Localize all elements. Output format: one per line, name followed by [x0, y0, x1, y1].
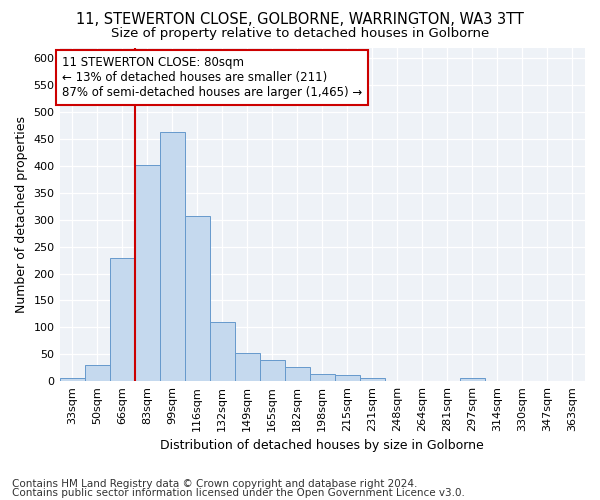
- Bar: [310, 374, 335, 381]
- Text: 11 STEWERTON CLOSE: 80sqm
← 13% of detached houses are smaller (211)
87% of semi: 11 STEWERTON CLOSE: 80sqm ← 13% of detac…: [62, 56, 362, 99]
- Bar: [360, 378, 385, 381]
- Bar: [260, 360, 285, 381]
- Text: Size of property relative to detached houses in Golborne: Size of property relative to detached ho…: [111, 28, 489, 40]
- Text: Contains HM Land Registry data © Crown copyright and database right 2024.: Contains HM Land Registry data © Crown c…: [12, 479, 418, 489]
- Bar: [134, 165, 160, 381]
- Bar: [285, 367, 310, 381]
- Text: 11, STEWERTON CLOSE, GOLBORNE, WARRINGTON, WA3 3TT: 11, STEWERTON CLOSE, GOLBORNE, WARRINGTO…: [76, 12, 524, 28]
- Bar: [110, 258, 134, 381]
- Bar: [460, 378, 485, 381]
- Bar: [209, 322, 235, 381]
- Bar: [235, 352, 260, 381]
- Bar: [335, 376, 360, 381]
- Y-axis label: Number of detached properties: Number of detached properties: [15, 116, 28, 313]
- Bar: [185, 216, 209, 381]
- Bar: [160, 132, 185, 381]
- Bar: [59, 378, 85, 381]
- X-axis label: Distribution of detached houses by size in Golborne: Distribution of detached houses by size …: [160, 440, 484, 452]
- Text: Contains public sector information licensed under the Open Government Licence v3: Contains public sector information licen…: [12, 488, 465, 498]
- Bar: [85, 365, 110, 381]
